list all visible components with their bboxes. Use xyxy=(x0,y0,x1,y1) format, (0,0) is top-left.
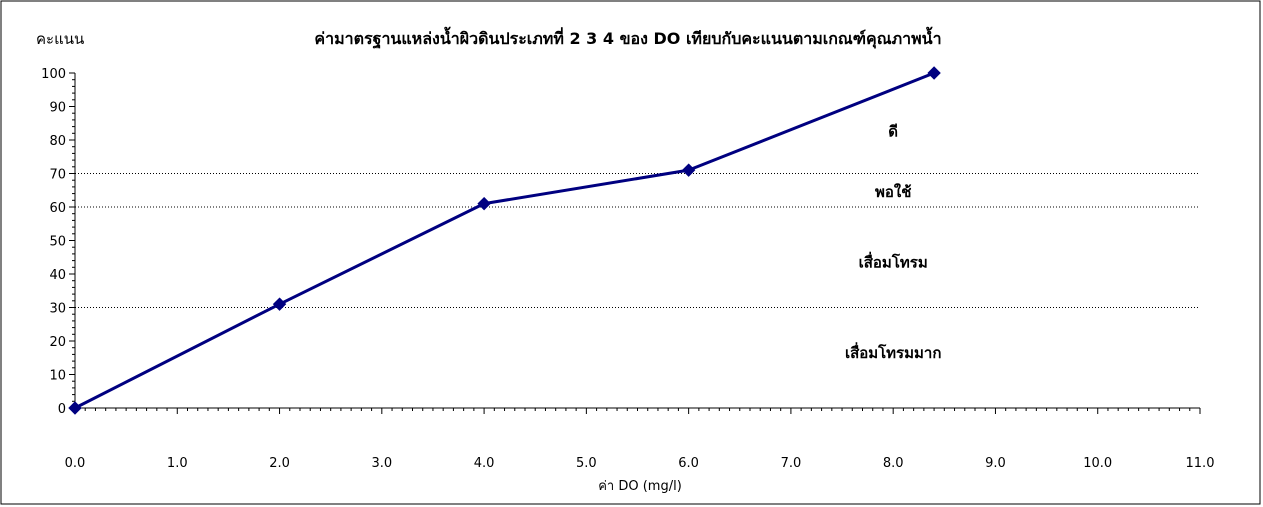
x-tick-label: 5.0 xyxy=(576,456,597,471)
x-tick-label: 9.0 xyxy=(985,456,1006,471)
y-tick-label: 90 xyxy=(49,101,66,116)
y-axis-title: คะแนน xyxy=(36,30,84,48)
y-tick-label: 10 xyxy=(49,369,66,384)
data-point xyxy=(681,163,696,177)
x-tick-label: 6.0 xyxy=(678,456,699,471)
zone-label: ดี xyxy=(888,123,898,141)
zone-label: เสื่อมโทรม xyxy=(859,251,928,271)
data-point xyxy=(272,297,287,311)
zone-label: เสื่อมโทรมมาก xyxy=(845,342,941,362)
x-tick-label: 1.0 xyxy=(167,456,188,471)
series-group xyxy=(68,66,941,415)
x-tick-label: 11.0 xyxy=(1186,456,1215,471)
y-tick-label: 100 xyxy=(41,67,66,82)
x-tick-label: 0.0 xyxy=(65,456,86,471)
axes: 0 10 20 30 40 50 60 70 80 90 100 0.0 1.0 2.0 3.0 4.0 5.0… xyxy=(41,67,1214,471)
data-point xyxy=(927,66,941,80)
x-tick-label: 8.0 xyxy=(883,456,904,471)
y-tick-label: 70 xyxy=(49,168,66,183)
y-tick-label: 20 xyxy=(49,335,66,350)
zone-label: พอใช้ xyxy=(875,183,911,201)
x-tick-label: 2.0 xyxy=(269,456,290,471)
chart-title: ค่ามาตรฐานแหล่งน้ำผิวดินประเภทที่ 2 3 4 … xyxy=(314,26,941,49)
y-tick-label: 50 xyxy=(49,235,66,250)
y-tick-label: 80 xyxy=(49,134,66,149)
x-tick-label: 4.0 xyxy=(474,456,495,471)
x-tick-label: 10.0 xyxy=(1083,456,1112,471)
y-tick-label: 40 xyxy=(49,268,66,283)
data-point xyxy=(477,196,491,211)
y-tick-label: 0 xyxy=(58,402,66,417)
y-tick-label: 60 xyxy=(49,201,66,216)
y-tick-label: 30 xyxy=(49,302,66,317)
x-tick-label: 3.0 xyxy=(371,456,392,471)
data-point xyxy=(68,401,82,415)
x-axis-title: ค่า DO (mg/l) xyxy=(598,479,682,494)
x-tick-label: 7.0 xyxy=(781,456,802,471)
